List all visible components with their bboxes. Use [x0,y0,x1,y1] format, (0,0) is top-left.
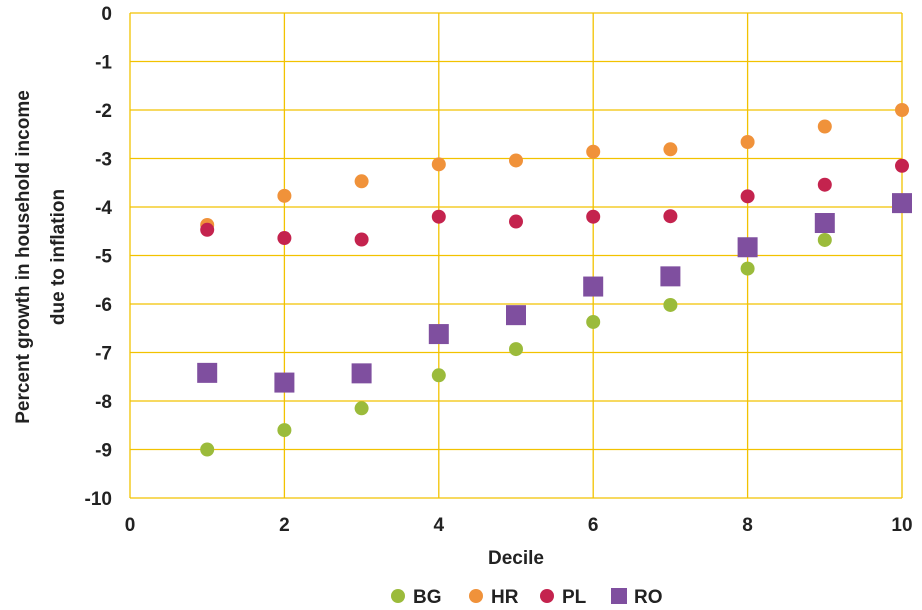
y-axis-title-line-2: due to inflation [48,189,69,325]
data-point-hr [586,144,601,159]
data-point-bg [509,342,523,357]
data-point-ro [737,237,758,258]
data-point-bg [354,401,369,416]
data-point-bg [200,442,215,457]
legend: BG HR PL RO [391,587,663,608]
data-point-bg [740,261,755,276]
x-tick-label: 6 [588,515,599,536]
data-point-ro [351,363,372,384]
y-tick-label: -1 [95,53,112,74]
data-point-ro [660,266,681,287]
data-point-hr [509,153,523,168]
data-point-bg [663,297,678,312]
data-point-hr [895,103,909,117]
data-point-ro [197,362,218,383]
legend-marker [391,589,405,603]
series-ro [197,193,912,393]
legend-label: PL [562,587,587,608]
data-point-hr [354,174,369,189]
grid [129,12,903,499]
data-point-hr [431,157,446,172]
legend-label: RO [634,587,663,608]
data-point-ro [428,324,449,345]
data-point-pl [663,209,678,224]
data-point-bg [817,232,832,247]
legend-item-pl: PL [540,587,587,608]
y-axis-ticks: 0 -1 -2 -3 -4 -5 -6 -7 -8 -9 -10 [85,4,113,510]
y-tick-label: -10 [85,489,112,510]
data-point-pl [817,177,832,192]
y-tick-label: 0 [101,4,112,25]
x-axis-title: Decile [488,548,544,569]
series-hr [200,103,909,232]
x-tick-label: 10 [891,515,912,536]
data-point-hr [817,119,832,134]
x-tick-label: 8 [742,515,753,536]
data-point-pl [586,209,601,224]
data-point-bg [277,423,292,438]
data-point-pl [895,158,909,173]
data-point-pl [740,189,755,204]
y-tick-label: -8 [95,392,112,413]
y-tick-label: -7 [95,344,112,365]
data-point-pl [354,232,369,247]
data-point-ro [274,372,295,393]
y-tick-label: -4 [95,198,112,219]
data-point-ro [583,276,604,297]
series-pl [200,158,909,247]
x-tick-label: 2 [279,515,290,536]
data-point-bg [431,368,446,383]
series-bg [200,195,909,457]
x-tick-label: 4 [434,515,445,536]
y-tick-label: -2 [95,101,112,122]
data-point-ro [892,193,912,214]
y-axis-title: Percent growth in household income due t… [13,90,69,424]
y-tick-label: -3 [95,150,112,171]
data-point-pl [200,222,215,237]
y-tick-label: -9 [95,441,112,462]
legend-marker [540,589,554,603]
data-point-hr [663,142,678,157]
data-point-ro [506,305,526,326]
data-point-bg [586,314,601,329]
legend-item-ro: RO [611,587,663,608]
legend-item-hr: HR [469,587,519,608]
legend-marker [469,589,483,603]
data-points [197,103,912,457]
x-tick-label: 0 [125,515,136,536]
data-point-ro [814,213,835,234]
data-point-pl [431,209,446,224]
data-point-pl [277,231,292,246]
y-axis-title-line-1: Percent growth in household income [13,90,34,424]
legend-label: HR [491,587,519,608]
legend-item-bg: BG [391,587,442,608]
y-tick-label: -6 [95,295,112,316]
data-point-hr [277,188,292,203]
legend-label: BG [413,587,442,608]
x-axis-ticks: 0 2 4 6 8 10 [125,515,913,536]
data-point-hr [740,135,755,150]
legend-marker [611,588,627,604]
data-point-pl [509,214,523,229]
y-tick-label: -5 [95,247,112,268]
